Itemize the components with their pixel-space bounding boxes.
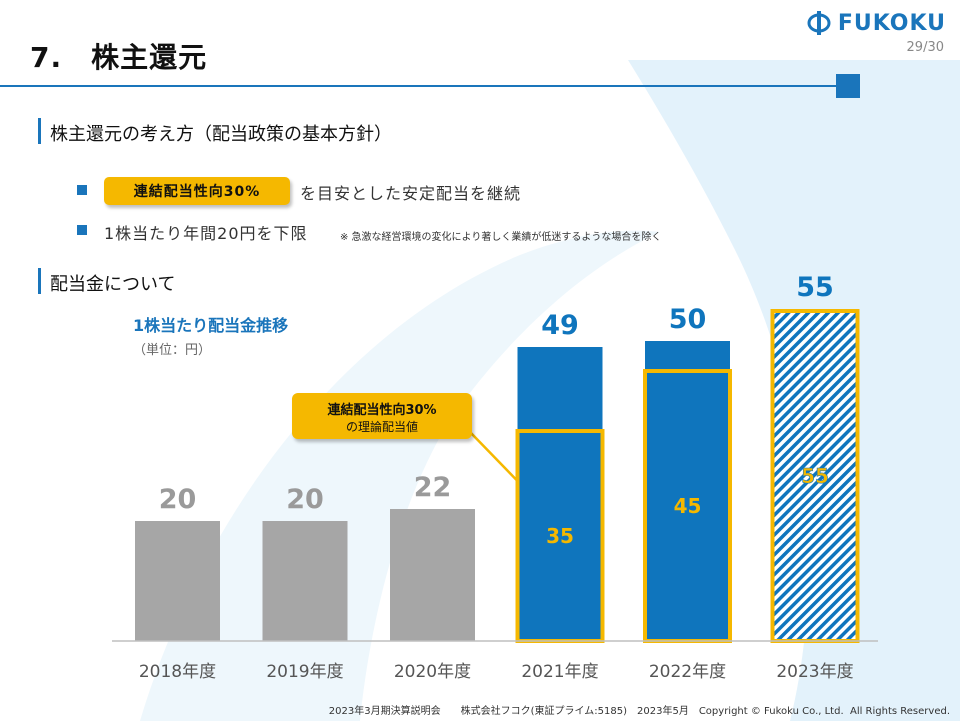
- payout-label: 35: [546, 524, 574, 548]
- bar-2022年度: [645, 341, 730, 641]
- x-tick-label: 2021年度: [521, 662, 598, 682]
- value-label: 49: [541, 310, 579, 341]
- bullet-note: ※ 急激な経営環境の変化により著しく業績が低迷するような場合を除く: [340, 232, 662, 243]
- payout-ratio-pill: 連結配当性向30%: [104, 177, 290, 205]
- header-accent-square: [836, 74, 860, 98]
- footer-text: 2023年3月期決算説明会 株式会社フコク(東証プライム:5185) 2023年…: [328, 706, 950, 717]
- bar-2020年度: [390, 509, 475, 641]
- bullet-text: を目安とした安定配当を継続: [300, 184, 522, 203]
- bullet-text: 1株当たり年間20円を下限: [104, 224, 308, 243]
- section-marker: [38, 118, 41, 144]
- header-divider: [0, 85, 836, 87]
- bar-2023年度-forecast: [770, 309, 860, 643]
- value-label: 55: [796, 272, 834, 303]
- fukoku-logo-icon: [807, 11, 831, 35]
- x-tick-label: 2019年度: [266, 662, 343, 682]
- bullet-icon: [77, 225, 87, 235]
- bar-2019年度: [262, 521, 348, 641]
- x-tick-label: 2020年度: [394, 662, 471, 682]
- section-marker: [38, 268, 41, 294]
- callout-connector: [469, 431, 519, 482]
- policy-heading: 株主還元の考え方（配当政策の基本方針）: [50, 124, 392, 145]
- callout-line2: の理論配当値: [345, 420, 418, 434]
- x-tick-label: 2022年度: [649, 662, 726, 682]
- callout-line1: 連結配当性向30%: [327, 403, 437, 418]
- page-title: 7. 株主還元: [30, 41, 208, 74]
- payout-label: 45: [674, 494, 702, 518]
- logo-text: FUKOKU: [837, 10, 946, 36]
- chart-title: 1株当たり配当金推移: [133, 316, 289, 335]
- page-number: 29/30: [906, 40, 944, 55]
- bar-2018年度: [135, 521, 220, 641]
- company-logo: FUKOKU: [806, 10, 946, 36]
- value-label: 20: [159, 484, 197, 515]
- x-tick-label: 2023年度: [776, 662, 853, 682]
- dividend-heading: 配当金について: [50, 274, 176, 295]
- chart-unit: （単位：円）: [133, 343, 212, 358]
- payout-label: 55: [801, 464, 829, 488]
- value-label: 22: [414, 472, 452, 503]
- value-label: 50: [669, 304, 707, 335]
- payout-callout: 連結配当性向30% の理論配当値: [292, 393, 472, 439]
- value-label: 20: [286, 484, 324, 515]
- bar-2021年度: [517, 347, 603, 641]
- bullet-icon: [77, 185, 87, 195]
- x-tick-label: 2018年度: [139, 662, 216, 682]
